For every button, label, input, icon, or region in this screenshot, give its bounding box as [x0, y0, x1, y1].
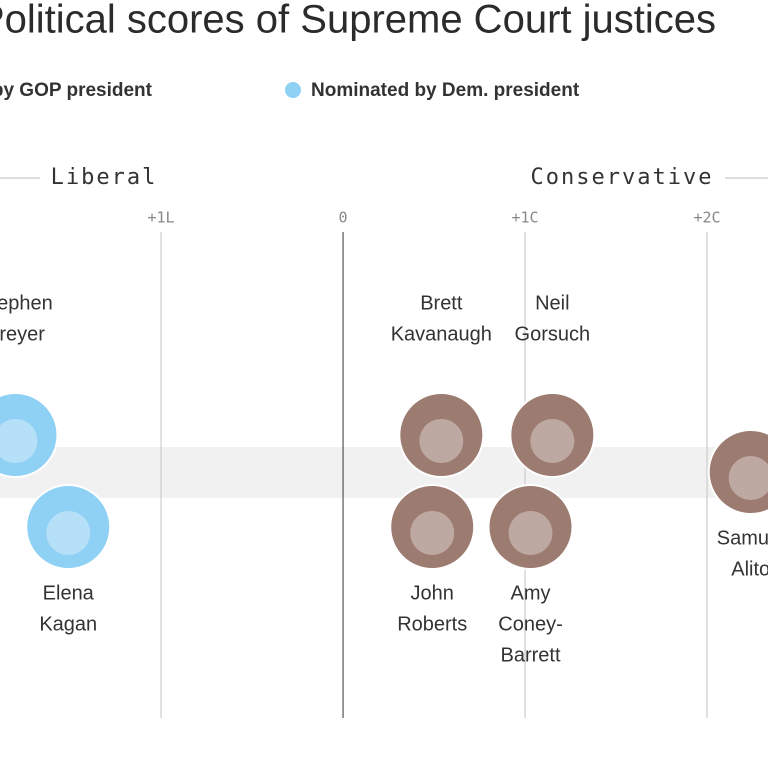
x-tick-label: +1L: [148, 209, 175, 227]
photo-face: [0, 419, 38, 463]
legend-label: Nominated by GOP president: [0, 80, 153, 101]
axis-heading: Liberal: [51, 165, 158, 190]
photo-face: [419, 419, 464, 463]
justice-name: Neil: [535, 292, 569, 314]
justice-photo: [707, 429, 768, 515]
marks: Brett Kavanaugh Neil Gorsuch John Roberts Amy C…: [0, 292, 768, 666]
justice-photo: [0, 392, 59, 478]
justice-name: Barrett: [500, 644, 560, 666]
justice-photo: [25, 484, 112, 570]
justice-name: Gorsuch: [515, 323, 591, 345]
x-tick-label: 0: [339, 209, 348, 227]
justice-name: Alito: [731, 558, 768, 580]
justice-photo: [398, 392, 485, 478]
justice-name: Roberts: [397, 613, 467, 635]
justice-name: Brett: [420, 292, 463, 314]
justice-name: Coney-: [498, 613, 562, 635]
chart-title: Political scores of Supreme Court justic…: [0, 0, 716, 42]
axis-heading: Conservative: [531, 165, 714, 190]
x-tick-label: +2C: [693, 209, 720, 227]
justice-name: Stephen: [0, 292, 53, 314]
legend-swatch: [285, 82, 301, 98]
band: [0, 447, 768, 498]
justice-name: John: [411, 582, 454, 604]
justice-photo: [487, 484, 574, 570]
justice-photo: [509, 392, 596, 478]
justice-name: Kavanaugh: [391, 323, 492, 345]
axis: +1L 0 +1C +2C: [148, 209, 721, 718]
justice-name: Breyer: [0, 323, 45, 345]
photo-face: [46, 511, 91, 555]
justice-name: Kagan: [39, 613, 97, 635]
justice-photo: [389, 484, 476, 570]
justice-name: Elena: [43, 582, 95, 604]
justice-name: Samuel: [717, 527, 768, 549]
photo-face: [410, 511, 455, 555]
photo-face: [728, 456, 768, 500]
legend-label: Nominated by Dem. president: [311, 80, 580, 101]
justice-name: Amy: [511, 582, 551, 604]
photo-face: [508, 511, 553, 555]
photo-face: [530, 419, 575, 463]
x-tick-label: +1C: [511, 209, 538, 227]
